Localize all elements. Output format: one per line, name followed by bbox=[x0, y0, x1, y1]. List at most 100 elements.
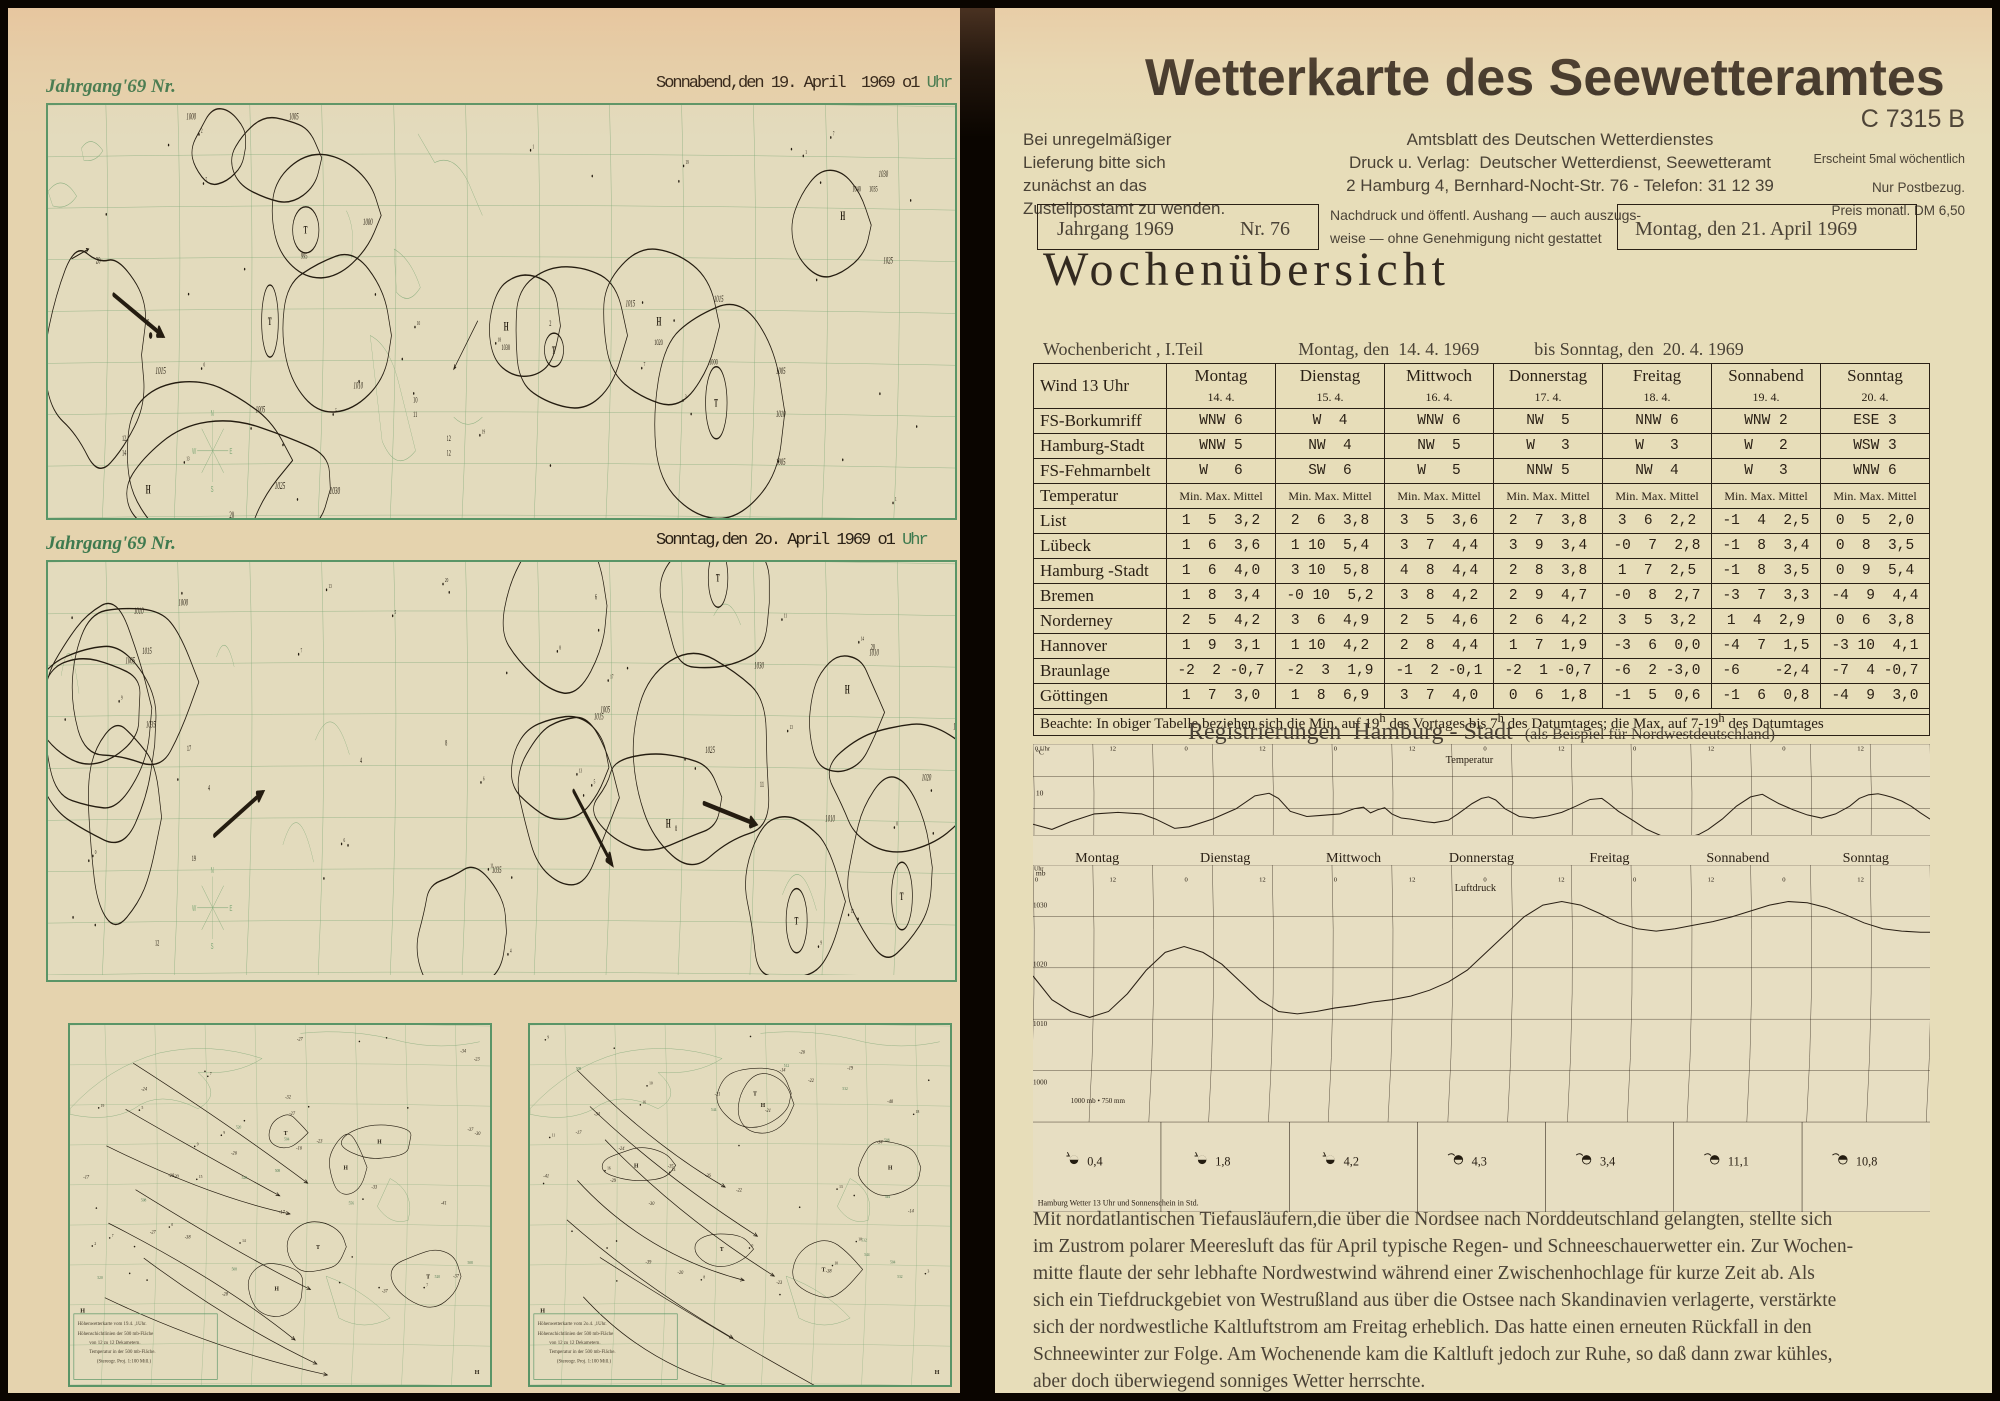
svg-text:14: 14 bbox=[122, 449, 127, 458]
svg-text:12: 12 bbox=[122, 435, 127, 444]
svg-text:14: 14 bbox=[861, 635, 865, 643]
svg-text:1005: 1005 bbox=[776, 456, 786, 467]
svg-text:Sonntag: Sonntag bbox=[1843, 850, 1889, 866]
svg-text:12: 12 bbox=[155, 939, 160, 948]
svg-text:-14: -14 bbox=[908, 1208, 914, 1213]
svg-text:6: 6 bbox=[343, 837, 345, 845]
svg-text:12: 12 bbox=[1109, 746, 1116, 753]
svg-text:1: 1 bbox=[805, 149, 807, 157]
svg-text:12: 12 bbox=[1857, 877, 1864, 884]
svg-text:1015: 1015 bbox=[142, 645, 152, 656]
svg-text:0 Uhr: 0 Uhr bbox=[1035, 746, 1051, 753]
svg-text:-21: -21 bbox=[715, 1091, 721, 1096]
svg-text:512: 512 bbox=[784, 1064, 789, 1068]
svg-text:16: 16 bbox=[607, 1166, 611, 1170]
svg-text:Donnerstag: Donnerstag bbox=[1449, 850, 1514, 866]
svg-text:T: T bbox=[822, 1268, 826, 1274]
svg-text:T: T bbox=[716, 572, 720, 585]
svg-text:5: 5 bbox=[335, 407, 337, 415]
svg-text:1: 1 bbox=[895, 496, 897, 504]
svg-text:12: 12 bbox=[447, 449, 452, 458]
svg-text:-14: -14 bbox=[780, 1067, 786, 1072]
svg-text:8: 8 bbox=[675, 825, 678, 834]
svg-text:-17: -17 bbox=[576, 1130, 582, 1135]
svg-text:7: 7 bbox=[210, 1072, 212, 1076]
svg-text:H: H bbox=[666, 818, 671, 832]
svg-text:-19: -19 bbox=[847, 1065, 853, 1070]
svg-text:T: T bbox=[795, 914, 799, 927]
svg-text:Temperatur in der 500 mb-Fläch: Temperatur in der 500 mb-Fläche. bbox=[89, 1349, 155, 1355]
svg-text:12: 12 bbox=[1558, 746, 1565, 753]
svg-text:19: 19 bbox=[685, 159, 689, 167]
svg-text:544: 544 bbox=[864, 1253, 869, 1257]
svg-text:11: 11 bbox=[784, 613, 787, 621]
svg-text:H: H bbox=[344, 1165, 349, 1171]
svg-text:1030: 1030 bbox=[502, 344, 511, 353]
svg-text:T: T bbox=[304, 224, 308, 237]
svg-text:5: 5 bbox=[395, 609, 397, 617]
svg-text:Luftdruck: Luftdruck bbox=[1455, 883, 1497, 894]
svg-text:-24: -24 bbox=[619, 1146, 625, 1151]
svg-text:Höhenwetterkarte vom 19.4. ,1: Höhenwetterkarte vom 19.4. ,1Uhr. bbox=[78, 1321, 147, 1327]
svg-text:T: T bbox=[753, 1091, 757, 1097]
svg-text:1000: 1000 bbox=[709, 358, 718, 367]
svg-text:-34: -34 bbox=[877, 1139, 883, 1144]
svg-text:H: H bbox=[761, 1103, 766, 1109]
svg-text:W: W bbox=[192, 448, 196, 457]
svg-text:5: 5 bbox=[141, 1106, 143, 1110]
svg-text:-38: -38 bbox=[185, 1234, 191, 1239]
svg-text:3: 3 bbox=[685, 394, 687, 402]
svg-text:12: 12 bbox=[1708, 877, 1715, 884]
svg-text:0,4: 0,4 bbox=[1087, 1155, 1102, 1169]
svg-text:-34: -34 bbox=[460, 1048, 466, 1053]
svg-text:1030: 1030 bbox=[1033, 901, 1048, 909]
svg-text:-32: -32 bbox=[285, 1094, 291, 1099]
svg-text:11: 11 bbox=[552, 1133, 556, 1137]
svg-text:H: H bbox=[377, 1139, 382, 1145]
svg-text:0: 0 bbox=[752, 1244, 754, 1248]
svg-text:H: H bbox=[657, 315, 662, 329]
svg-text:Höhenschichtlinien der 500 mb-: Höhenschichtlinien der 500 mb-Fläche bbox=[78, 1331, 154, 1337]
svg-text:2: 2 bbox=[549, 320, 552, 329]
svg-text:Uhr: Uhr bbox=[1034, 867, 1044, 873]
svg-text:0: 0 bbox=[204, 362, 206, 370]
svg-text:4: 4 bbox=[510, 947, 512, 955]
svg-text:Temperatur: Temperatur bbox=[1446, 755, 1494, 766]
svg-text:504: 504 bbox=[890, 1260, 895, 1264]
svg-text:2: 2 bbox=[94, 1242, 96, 1246]
svg-text:-22: -22 bbox=[808, 1078, 814, 1083]
svg-text:1010: 1010 bbox=[1033, 1020, 1048, 1028]
svg-text:4,2: 4,2 bbox=[1344, 1155, 1359, 1169]
svg-text:-22: -22 bbox=[736, 1187, 742, 1192]
svg-text:1: 1 bbox=[532, 143, 534, 151]
svg-text:-30: -30 bbox=[475, 1131, 481, 1136]
svg-text:1015: 1015 bbox=[155, 365, 165, 376]
svg-text:508: 508 bbox=[275, 1169, 280, 1173]
svg-text:17: 17 bbox=[187, 744, 192, 753]
svg-text:19: 19 bbox=[482, 428, 486, 436]
svg-text:1020: 1020 bbox=[1033, 960, 1048, 968]
svg-text:-27: -27 bbox=[150, 1229, 156, 1234]
svg-text:13: 13 bbox=[328, 583, 332, 591]
svg-text:T: T bbox=[900, 890, 904, 903]
svg-text:8: 8 bbox=[559, 644, 561, 652]
svg-text:T: T bbox=[720, 1247, 724, 1253]
svg-text:12: 12 bbox=[1857, 746, 1864, 753]
svg-text:9: 9 bbox=[547, 1036, 549, 1040]
svg-text:504: 504 bbox=[284, 1137, 289, 1141]
svg-text:11: 11 bbox=[760, 780, 764, 789]
svg-text:N: N bbox=[211, 410, 214, 419]
svg-text:1,8: 1,8 bbox=[1215, 1155, 1230, 1169]
svg-text:5: 5 bbox=[147, 317, 150, 328]
svg-text:18: 18 bbox=[498, 336, 502, 344]
svg-text:Temperatur in der 500 mb-Fläch: Temperatur in der 500 mb-Fläche. bbox=[549, 1349, 615, 1355]
svg-text:T: T bbox=[284, 1131, 288, 1137]
svg-text:-16: -16 bbox=[296, 1145, 302, 1150]
svg-text:T: T bbox=[714, 396, 718, 409]
svg-text:1005: 1005 bbox=[256, 403, 266, 414]
svg-text:11: 11 bbox=[413, 411, 417, 420]
svg-text:532: 532 bbox=[897, 1275, 902, 1279]
svg-text:-40: -40 bbox=[887, 1099, 893, 1104]
svg-text:13: 13 bbox=[839, 1185, 843, 1189]
svg-text:10: 10 bbox=[1036, 789, 1044, 798]
